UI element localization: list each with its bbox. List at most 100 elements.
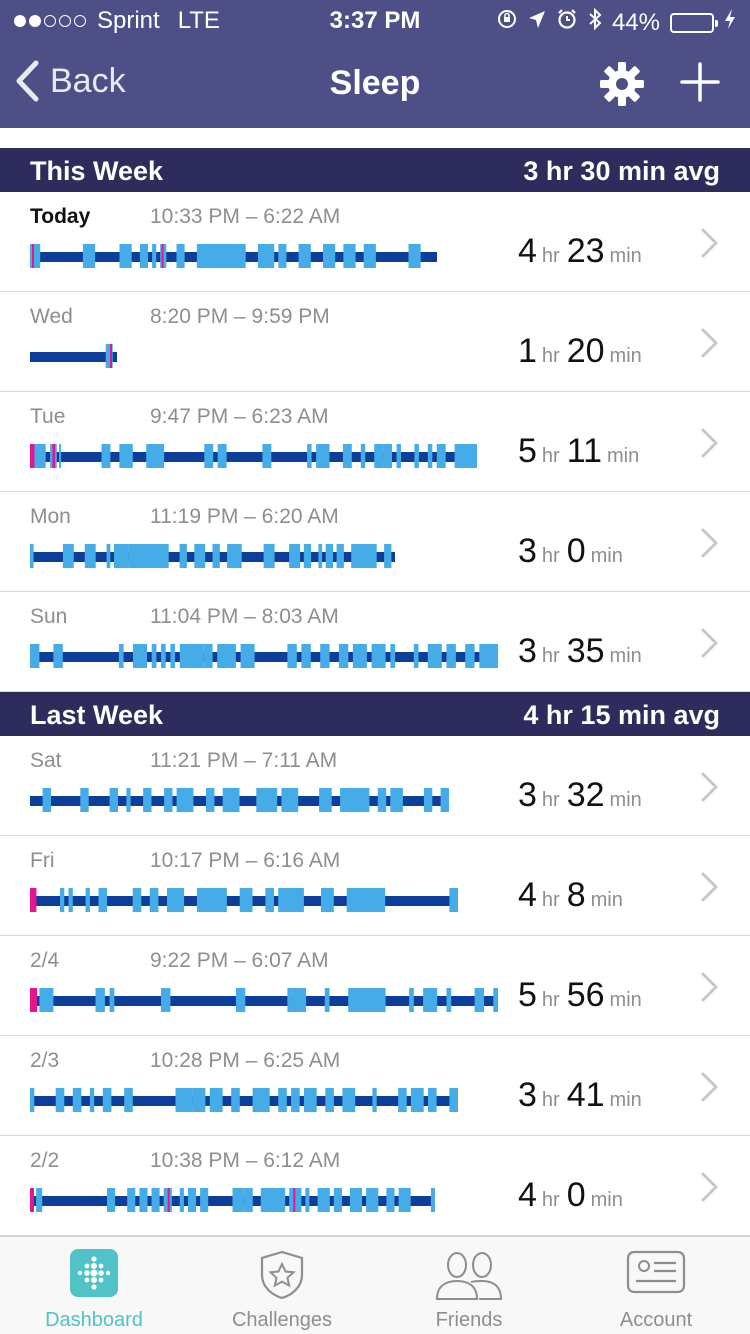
restless-segment bbox=[427, 644, 442, 668]
asleep-segment bbox=[30, 452, 477, 462]
restless-segment bbox=[372, 1088, 377, 1112]
sleep-log-row[interactable]: Tue 9:47 PM – 6:23 AM 5 hr 11 min bbox=[0, 392, 750, 492]
chevron-right-icon bbox=[700, 770, 720, 809]
restless-segment bbox=[278, 1088, 287, 1112]
awake-segment bbox=[32, 244, 34, 268]
restless-segment bbox=[423, 788, 433, 812]
row-duration: 3 hr 35 min bbox=[518, 632, 649, 671]
row-day: 2/2 bbox=[30, 1149, 60, 1172]
restless-segment bbox=[398, 1088, 407, 1112]
restless-segment bbox=[324, 988, 330, 1012]
restless-segment bbox=[291, 1088, 300, 1112]
restless-segment bbox=[449, 888, 458, 912]
tab-friends[interactable]: Friends bbox=[375, 1237, 563, 1334]
add-button[interactable] bbox=[678, 60, 722, 109]
restless-segment bbox=[105, 344, 113, 368]
restless-segment bbox=[273, 1188, 286, 1212]
duration-minutes: 41 bbox=[566, 1076, 605, 1114]
sleep-log-row[interactable]: Today 10:33 PM – 6:22 AM 4 hr 23 min bbox=[0, 192, 750, 292]
sleep-log-row[interactable]: Mon 11:19 PM – 6:20 AM 3 hr 0 min bbox=[0, 492, 750, 592]
restless-segment bbox=[30, 244, 41, 268]
sleep-log-row[interactable]: Wed 8:20 PM – 9:59 PM 1 hr 20 min bbox=[0, 292, 750, 392]
minutes-unit: min bbox=[590, 889, 623, 911]
rotation-lock-icon bbox=[496, 8, 518, 37]
tab-account[interactable]: Account bbox=[562, 1237, 750, 1334]
chevron-right-icon bbox=[700, 970, 720, 1009]
back-button[interactable]: Back bbox=[14, 60, 126, 102]
tab-dashboard[interactable]: Dashboard bbox=[0, 1237, 188, 1334]
hours-unit: hr bbox=[541, 989, 560, 1011]
restless-segment bbox=[366, 1188, 379, 1212]
sleep-log-row[interactable]: 2/2 10:38 PM – 6:12 AM 4 hr 0 min bbox=[0, 1136, 750, 1236]
hours-unit: hr bbox=[541, 245, 560, 267]
restless-segment bbox=[82, 244, 96, 268]
duration-hours: 5 bbox=[518, 976, 537, 1014]
row-time-range: 10:33 PM – 6:22 AM bbox=[150, 205, 341, 228]
row-duration: 4 hr 23 min bbox=[518, 232, 649, 271]
restless-segment bbox=[493, 988, 498, 1012]
tab-challenges[interactable]: Challenges bbox=[188, 1237, 376, 1334]
restless-segment bbox=[167, 888, 185, 912]
sleep-stage-bar bbox=[30, 1188, 435, 1212]
restless-segment bbox=[133, 644, 143, 668]
restless-segment bbox=[319, 788, 332, 812]
restless-segment bbox=[209, 1088, 223, 1112]
friends-icon bbox=[433, 1249, 505, 1306]
restless-segment bbox=[303, 544, 312, 568]
restless-segment bbox=[62, 544, 74, 568]
network-type: LTE bbox=[177, 7, 220, 34]
sleep-log-row[interactable]: Sat 11:21 PM – 7:11 AM 3 hr 32 min bbox=[0, 736, 750, 836]
minutes-unit: min bbox=[609, 989, 642, 1011]
sleep-log-row[interactable]: Fri 10:17 PM – 6:16 AM 4 hr 8 min bbox=[0, 836, 750, 936]
asleep-segment bbox=[30, 996, 498, 1006]
minutes-unit: min bbox=[590, 545, 623, 567]
row-time-range: 9:47 PM – 6:23 AM bbox=[150, 405, 329, 428]
hours-unit: hr bbox=[541, 1189, 560, 1211]
restless-segment bbox=[260, 1188, 273, 1212]
restless-segment bbox=[139, 1188, 148, 1212]
row-duration: 1 hr 20 min bbox=[518, 332, 649, 371]
sleep-log-row[interactable]: 2/3 10:28 PM – 6:25 AM 3 hr 41 min bbox=[0, 1036, 750, 1136]
restless-segment bbox=[323, 244, 336, 268]
restless-segment bbox=[217, 644, 236, 668]
restless-segment bbox=[142, 644, 147, 668]
restless-segment bbox=[307, 444, 312, 468]
row-duration: 3 hr 41 min bbox=[518, 1076, 649, 1115]
restless-segment bbox=[346, 888, 386, 912]
restless-segment bbox=[109, 788, 118, 812]
account-icon bbox=[626, 1249, 686, 1300]
restless-segment bbox=[318, 544, 323, 568]
restless-segment bbox=[320, 644, 330, 668]
restless-segment bbox=[440, 788, 449, 812]
restless-segment bbox=[409, 988, 414, 1012]
settings-button[interactable] bbox=[598, 60, 646, 113]
restless-segment bbox=[179, 644, 190, 668]
plus-icon bbox=[680, 62, 720, 102]
restless-segment bbox=[454, 444, 477, 468]
restless-segment bbox=[175, 1088, 193, 1112]
restless-segment bbox=[85, 888, 90, 912]
restless-segment bbox=[449, 1088, 458, 1112]
header: Sprint LTE 3:37 PM 44% bbox=[0, 0, 750, 128]
restless-segment bbox=[212, 544, 220, 568]
restless-segment bbox=[124, 1088, 133, 1112]
restless-segment bbox=[398, 1188, 411, 1212]
chevron-right-icon bbox=[700, 1170, 720, 1209]
duration-hours: 4 bbox=[518, 1176, 537, 1214]
duration-hours: 3 bbox=[518, 776, 537, 814]
bluetooth-icon bbox=[588, 7, 602, 38]
restless-segment bbox=[303, 1088, 317, 1112]
restless-segment bbox=[95, 988, 105, 1012]
sleep-log-row[interactable]: 2/4 9:22 PM – 6:07 AM 5 hr 56 min bbox=[0, 936, 750, 1036]
duration-hours: 3 bbox=[518, 1076, 537, 1114]
restless-segment bbox=[36, 1188, 43, 1212]
minutes-unit: min bbox=[609, 245, 642, 267]
tab-friends-label: Friends bbox=[435, 1309, 503, 1331]
chevron-right-icon bbox=[700, 326, 720, 365]
minutes-unit: min bbox=[609, 345, 642, 367]
restless-segment bbox=[176, 788, 194, 812]
sleep-log-row[interactable]: Sun 11:04 PM – 8:03 AM 3 hr 35 min bbox=[0, 592, 750, 692]
restless-segment bbox=[413, 644, 419, 668]
awake-segment bbox=[30, 988, 37, 1012]
restless-segment bbox=[298, 244, 311, 268]
